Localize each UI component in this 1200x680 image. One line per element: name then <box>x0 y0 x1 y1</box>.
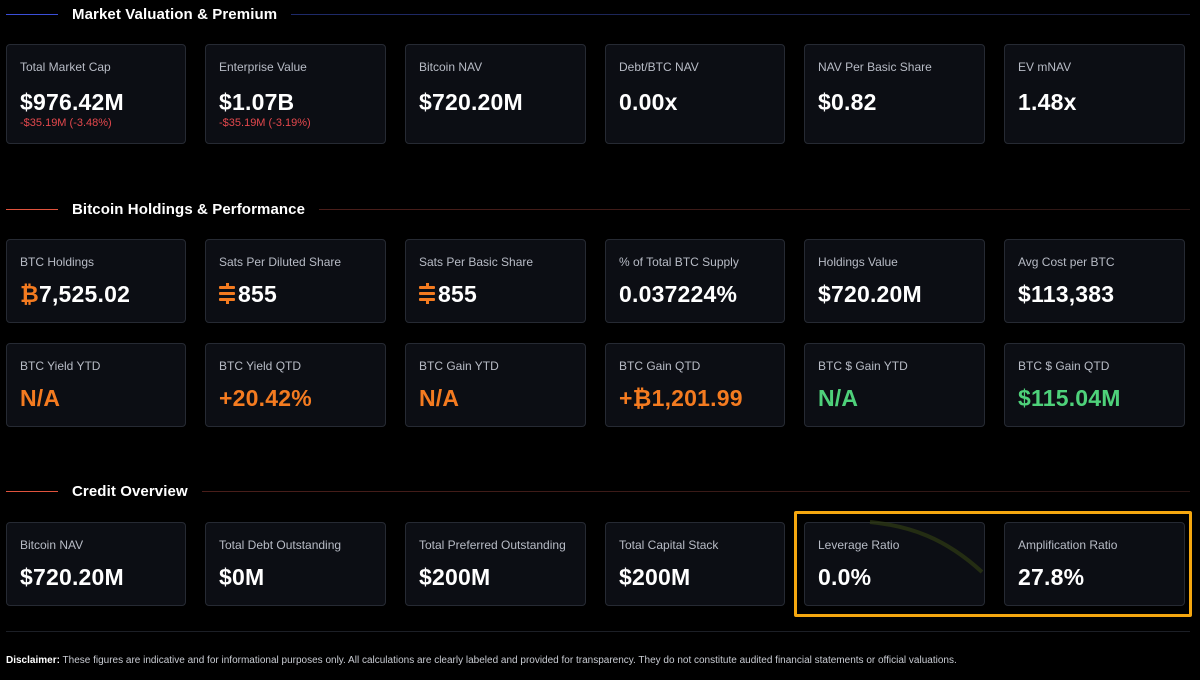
metric-label: Sats Per Basic Share <box>419 255 534 269</box>
metric-card-total-preferred-outstanding: Total Preferred Outstanding $200M <box>405 522 586 606</box>
metric-value: $115.04M <box>1018 385 1121 411</box>
metric-value: N/A <box>419 385 460 411</box>
disclaimer: Disclaimer: These figures are indicative… <box>6 655 957 666</box>
section-accent-line <box>6 208 58 210</box>
metric-label: Total Preferred Outstanding <box>419 538 566 552</box>
metric-label: Holdings Value <box>818 255 898 269</box>
metric-label: Enterprise Value <box>219 60 307 74</box>
sats-icon <box>419 283 435 304</box>
metric-value: N/A <box>818 385 859 411</box>
metric-label: BTC $ Gain YTD <box>818 359 908 373</box>
metric-value: $720.20M <box>20 564 124 590</box>
metric-card-debt-btc-nav: Debt/BTC NAV 0.00x <box>605 44 785 144</box>
metric-value: 855 <box>219 281 277 308</box>
metric-value: 1.48x <box>1018 89 1077 115</box>
metric-label: Avg Cost per BTC <box>1018 255 1115 269</box>
metric-value-number: 7,525.02 <box>38 281 131 307</box>
metric-label: BTC Gain YTD <box>419 359 499 373</box>
metric-value: $720.20M <box>818 281 922 307</box>
section-header-credit: Credit Overview <box>6 479 1190 503</box>
metric-delta: -$35.19M (-3.19%) <box>219 117 311 129</box>
metric-label: BTC Holdings <box>20 255 95 269</box>
metric-label: Bitcoin NAV <box>419 60 483 74</box>
metric-label: Amplification Ratio <box>1018 538 1118 552</box>
metric-value: 27.8% <box>1018 564 1085 590</box>
metric-card-amplification-ratio: Amplification Ratio 27.8% <box>1004 522 1185 606</box>
metric-label: % of Total BTC Supply <box>619 255 739 269</box>
section-rule <box>291 13 1190 15</box>
metric-card-btc-usd-gain-qtd: BTC $ Gain QTD $115.04M <box>1004 343 1185 427</box>
metric-value: $200M <box>419 564 491 590</box>
metric-value: $113,383 <box>1018 281 1115 307</box>
metric-value: 0.00x <box>619 89 678 115</box>
metric-value: $200M <box>619 564 691 590</box>
metric-label: EV mNAV <box>1018 60 1072 74</box>
metric-label: BTC Gain QTD <box>619 359 701 373</box>
metric-label: BTC Yield QTD <box>219 359 302 373</box>
section-accent-line <box>6 490 58 492</box>
metric-card-nav-per-basic-share: NAV Per Basic Share $0.82 <box>804 44 985 144</box>
metric-value-number: 855 <box>438 281 477 307</box>
metric-card-total-market-cap: Total Market Cap $976.42M -$35.19M (-3.4… <box>6 44 186 144</box>
section-rule <box>201 490 1190 492</box>
metric-label: NAV Per Basic Share <box>818 60 932 74</box>
metric-value: N/A <box>20 385 61 411</box>
metric-label: Bitcoin NAV <box>20 538 84 552</box>
metric-card-total-debt-outstanding: Total Debt Outstanding $0M <box>205 522 386 606</box>
section-header-holdings: Bitcoin Holdings & Performance <box>6 197 1190 221</box>
metric-card-ev-mnav: EV mNAV 1.48x <box>1004 44 1185 144</box>
metric-value-number: 855 <box>238 281 277 307</box>
bitcoin-icon: ₿ <box>20 281 39 307</box>
section-accent-line <box>6 13 58 15</box>
metric-label: Sats Per Diluted Share <box>219 255 342 269</box>
metric-value: ₿7,525.02 <box>20 281 130 308</box>
metric-label: Total Market Cap <box>20 60 111 74</box>
metric-card-sats-per-diluted-share: Sats Per Diluted Share 855 <box>205 239 386 323</box>
metric-card-sats-per-basic-share: Sats Per Basic Share 855 <box>405 239 586 323</box>
metric-card-btc-yield-qtd: BTC Yield QTD +20.42% <box>205 343 386 427</box>
metric-value: 855 <box>419 281 477 308</box>
metric-card-holdings-value: Holdings Value $720.20M <box>804 239 985 323</box>
metric-value: +20.42% <box>219 385 312 411</box>
metric-value: $1.07B <box>219 89 295 115</box>
section-rule <box>319 208 1190 210</box>
metric-card-avg-cost-per-btc: Avg Cost per BTC $113,383 <box>1004 239 1185 323</box>
disclaimer-lead: Disclaimer: <box>6 655 60 666</box>
metric-card-btc-gain-ytd: BTC Gain YTD N/A <box>405 343 586 427</box>
metric-card-btc-holdings: BTC Holdings ₿7,525.02 <box>6 239 186 323</box>
metric-label: Total Debt Outstanding <box>219 538 342 552</box>
metric-card-btc-yield-ytd: BTC Yield YTD N/A <box>6 343 186 427</box>
metric-delta: -$35.19M (-3.48%) <box>20 117 112 129</box>
section-title: Bitcoin Holdings & Performance <box>72 200 306 218</box>
metric-label: BTC Yield YTD <box>20 359 101 373</box>
disclaimer-text: These figures are indicative and for inf… <box>62 655 957 666</box>
metric-card-btc-usd-gain-ytd: BTC $ Gain YTD N/A <box>804 343 985 427</box>
metric-label: BTC $ Gain QTD <box>1018 359 1110 373</box>
metric-value: $0.82 <box>818 89 877 115</box>
metric-label: Leverage Ratio <box>818 538 900 552</box>
metric-card-enterprise-value: Enterprise Value $1.07B -$35.19M (-3.19%… <box>205 44 386 144</box>
metric-label: Debt/BTC NAV <box>619 60 699 74</box>
metric-value: $0M <box>219 564 265 590</box>
sats-icon <box>219 283 235 304</box>
metric-value: 0.0% <box>818 564 872 590</box>
section-header-valuation: Market Valuation & Premium <box>6 2 1190 26</box>
metric-card-leverage-ratio: Leverage Ratio 0.0% <box>804 522 985 606</box>
metric-value: 0.037224% <box>619 281 738 307</box>
metric-card-btc-supply-share: % of Total BTC Supply 0.037224% <box>605 239 785 323</box>
metric-card-bitcoin-nav: Bitcoin NAV $720.20M <box>405 44 586 144</box>
footer-divider <box>6 631 1190 632</box>
metric-card-credit-bitcoin-nav: Bitcoin NAV $720.20M <box>6 522 186 606</box>
metric-label: Total Capital Stack <box>619 538 719 552</box>
metric-card-total-capital-stack: Total Capital Stack $200M <box>605 522 785 606</box>
section-title: Credit Overview <box>72 482 188 500</box>
metric-value: +₿1,201.99 <box>619 385 743 411</box>
metric-value: $720.20M <box>419 89 523 115</box>
metric-card-btc-gain-qtd: BTC Gain QTD +₿1,201.99 <box>605 343 785 427</box>
metric-value: $976.42M <box>20 89 124 115</box>
section-title: Market Valuation & Premium <box>72 5 278 23</box>
